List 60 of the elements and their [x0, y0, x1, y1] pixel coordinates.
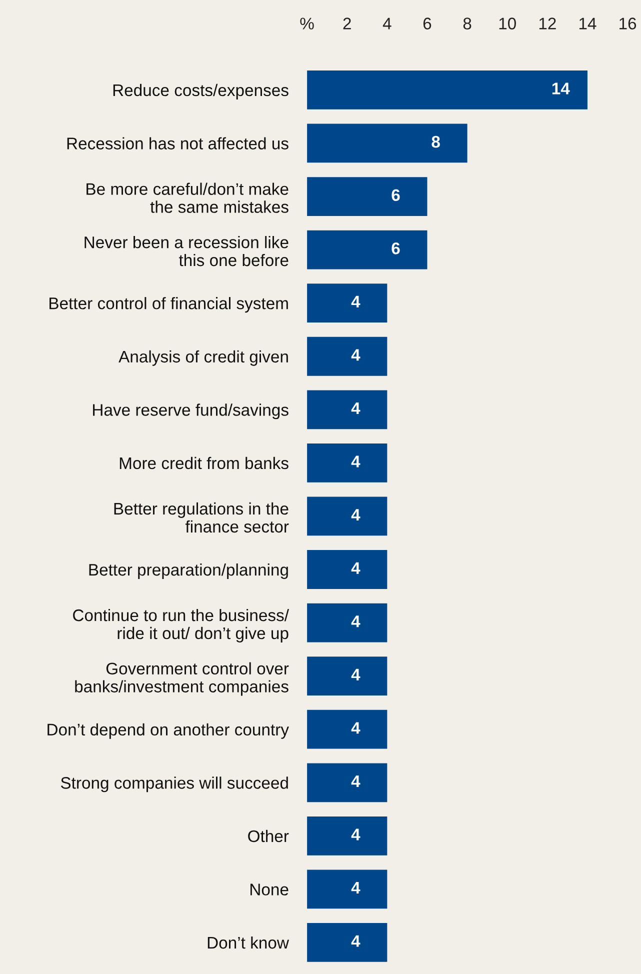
y-tick-label: None [250, 884, 288, 896]
y-tick-label: Continue to run the business/ ride it out/ don’t give up [73, 608, 289, 642]
data-label: 6 [392, 242, 400, 254]
data-label: 4 [351, 775, 360, 787]
data-label: 4 [351, 402, 360, 414]
bar [307, 70, 588, 110]
bar [307, 177, 428, 216]
bar [307, 870, 388, 909]
data-label: 4 [351, 456, 360, 468]
y-tick-label: Never been a recession like this one before [84, 236, 288, 266]
y-tick-label: Reduce costs/expenses [113, 84, 288, 100]
x-tick-label: 14 [579, 18, 596, 30]
x-tick-label: 8 [463, 18, 472, 30]
bar [307, 923, 388, 962]
y-tick-label: Don’t know [208, 936, 290, 949]
y-tick-label: More credit from banks [120, 456, 288, 470]
bar [307, 390, 388, 430]
x-tick-label: % [300, 18, 314, 30]
bar [307, 284, 388, 323]
x-tick-label: 4 [382, 18, 392, 30]
data-label: 4 [351, 828, 360, 840]
y-tick-label: Better preparation/planning [89, 563, 288, 579]
x-tick-label: 12 [539, 18, 556, 30]
bar [307, 550, 388, 589]
y-tick-label: Government control over banks/investment companies [75, 662, 289, 696]
bar [307, 336, 388, 376]
data-label: 4 [351, 562, 360, 574]
x-tick-label: 2 [343, 18, 351, 30]
data-label: 4 [351, 296, 360, 308]
data-label: 8 [432, 136, 440, 148]
y-tick-label: Better control of financial system [50, 297, 288, 313]
y-tick-label: Analysis of credit given [118, 350, 288, 366]
y-tick-label: Have reserve fund/savings [93, 404, 288, 420]
bar [307, 496, 388, 536]
data-label: 4 [351, 349, 360, 361]
y-tick-label: Don’t depend on another country [48, 723, 289, 739]
data-label: 4 [351, 668, 360, 680]
bar [307, 816, 388, 856]
y-tick-label: Recession has not affected us [67, 137, 288, 150]
y-tick-label: Better regulations in the finance sector [114, 502, 289, 533]
data-label: 4 [351, 882, 360, 894]
x-tick-label: 10 [499, 18, 516, 30]
data-label: 4 [351, 722, 360, 734]
bar [307, 124, 468, 163]
data-label: 6 [392, 189, 400, 201]
data-label: 14 [552, 82, 570, 94]
bar [307, 710, 388, 749]
bar [307, 603, 388, 642]
data-label: 4 [351, 509, 360, 521]
x-tick-label: 6 [423, 18, 432, 30]
x-tick-label: 16 [620, 18, 636, 30]
y-tick-label: Strong companies will succeed [60, 776, 288, 792]
y-tick-label: Other [248, 830, 289, 842]
data-label: 4 [351, 935, 360, 947]
bar [307, 230, 428, 270]
data-label: 4 [351, 616, 360, 628]
bar [307, 443, 388, 482]
bar [307, 763, 388, 802]
y-tick-label: Be more careful/don’t make the same mistakes [86, 182, 288, 213]
bar [307, 656, 388, 696]
